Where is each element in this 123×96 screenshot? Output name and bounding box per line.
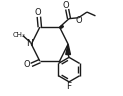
Text: CH₃: CH₃ [12, 32, 25, 38]
Text: N: N [27, 39, 33, 48]
Text: F: F [67, 82, 72, 91]
Text: O: O [35, 8, 41, 17]
Text: O: O [63, 1, 69, 10]
Text: O: O [24, 60, 30, 69]
Text: O: O [76, 16, 82, 25]
Polygon shape [66, 44, 70, 55]
